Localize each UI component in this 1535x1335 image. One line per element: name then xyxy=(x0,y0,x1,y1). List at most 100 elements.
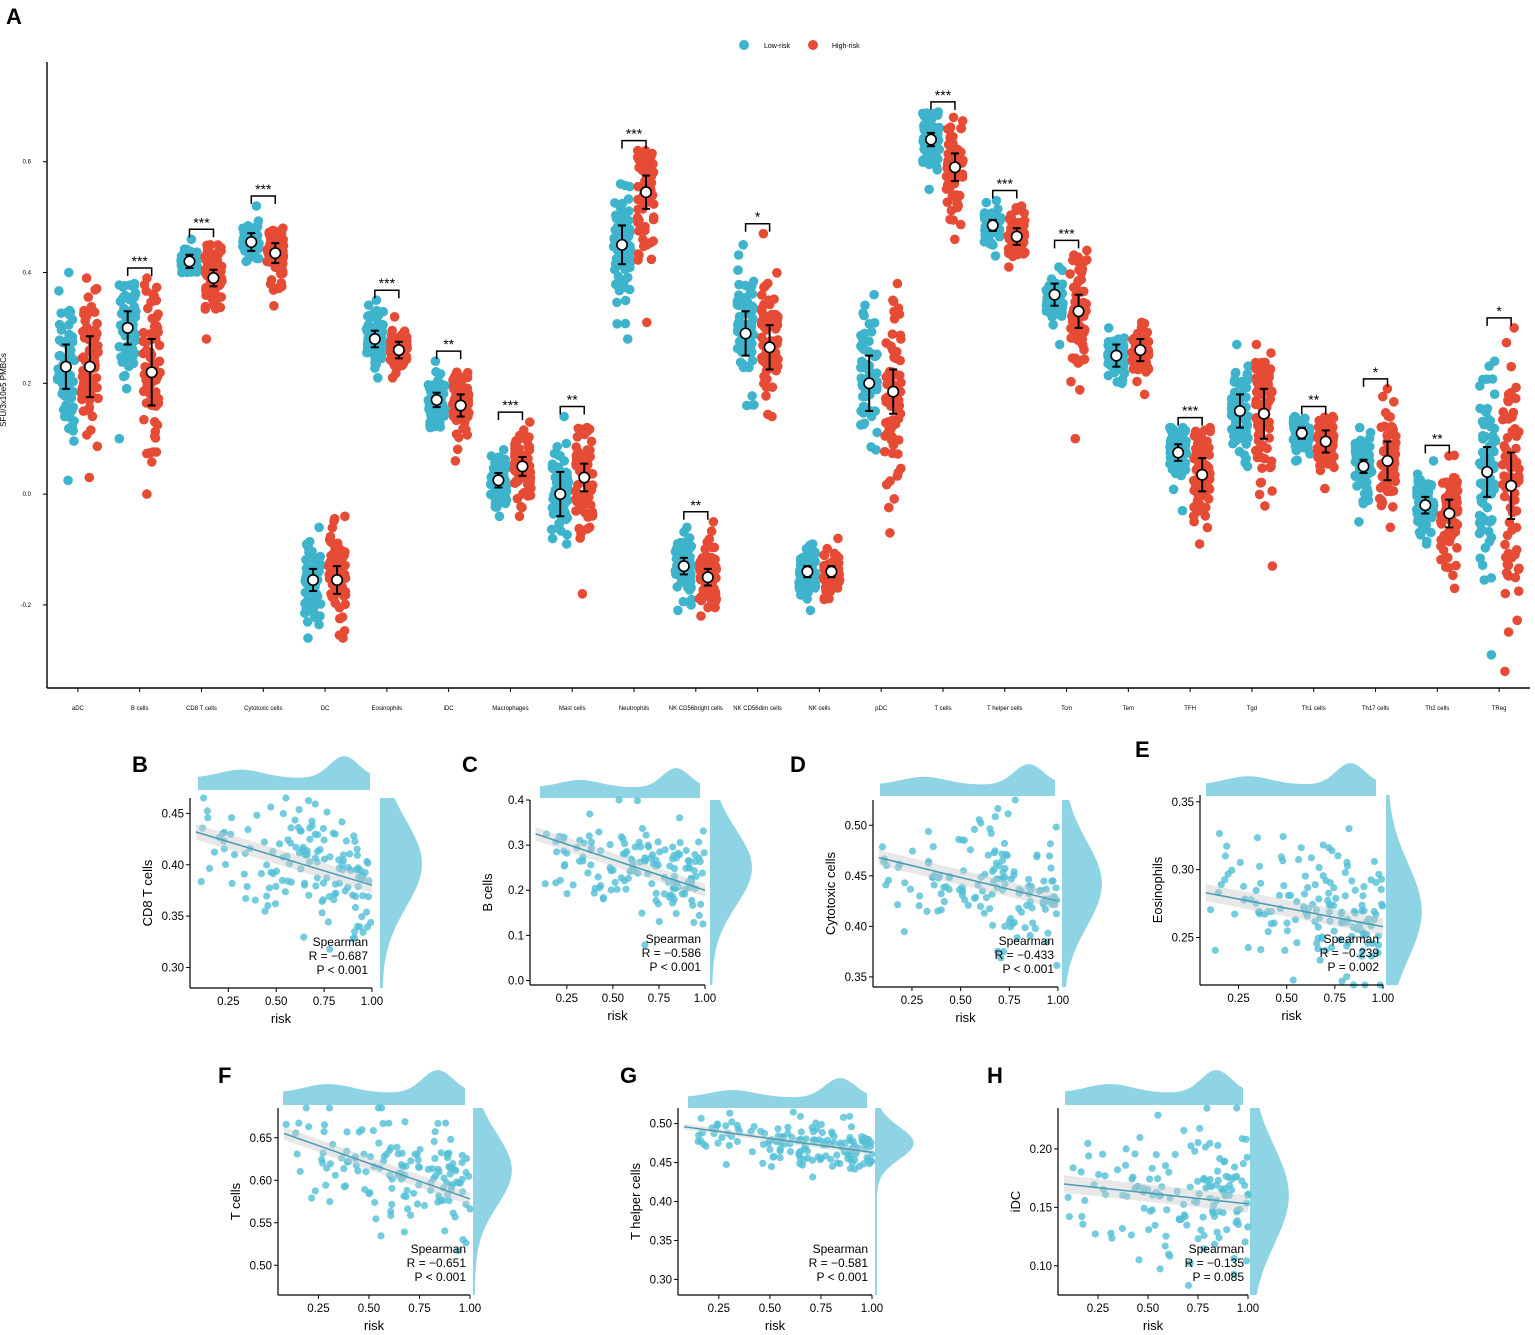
scatter-point xyxy=(748,1148,757,1156)
scatter-point xyxy=(371,1198,379,1207)
data-point-high-risk xyxy=(89,307,100,318)
data-point-high-risk xyxy=(525,417,535,427)
scatter-point xyxy=(1052,823,1060,831)
data-point-low-risk xyxy=(425,421,435,431)
data-point-low-risk xyxy=(1234,446,1245,457)
data-point-low-risk xyxy=(872,349,882,360)
data-point-low-risk xyxy=(748,276,759,287)
scatter-point xyxy=(1000,839,1009,848)
top-density xyxy=(1065,1070,1243,1105)
mean-marker xyxy=(763,341,776,354)
scatter-point xyxy=(282,794,290,802)
data-point-high-risk xyxy=(893,435,904,445)
y-tick-label: 0.2 xyxy=(23,381,32,387)
scatter-point xyxy=(428,1165,437,1173)
data-point-low-risk xyxy=(556,526,566,536)
side-density xyxy=(875,1108,914,1295)
data-point-high-risk xyxy=(1068,282,1079,293)
data-point-low-risk xyxy=(619,275,630,286)
data-point-high-risk xyxy=(1388,424,1398,435)
mean-marker xyxy=(1172,446,1185,459)
data-point-high-risk xyxy=(92,441,103,452)
scatter-point xyxy=(955,886,964,894)
data-point-high-risk xyxy=(772,268,782,278)
scatter-point xyxy=(828,1128,836,1136)
mean-marker xyxy=(1357,460,1370,473)
data-point-low-risk xyxy=(1058,298,1068,309)
scatter-point xyxy=(688,896,696,905)
scatter-point xyxy=(697,1137,705,1145)
scatter-point xyxy=(766,1146,774,1154)
scatter-point xyxy=(851,1165,859,1173)
scatter-point xyxy=(695,911,703,920)
significance-stars: *** xyxy=(1058,225,1075,241)
scatter-point xyxy=(401,1118,409,1126)
data-point-low-risk xyxy=(306,603,317,614)
scatter-point xyxy=(339,851,347,859)
scatter-point xyxy=(863,1154,871,1162)
scatter-point xyxy=(666,862,674,870)
scatter-point xyxy=(678,890,686,898)
data-point-high-risk xyxy=(154,356,165,367)
scatter-point xyxy=(1367,876,1375,884)
y-tick-label: 0.2 xyxy=(508,885,524,897)
data-point-low-risk xyxy=(127,281,138,292)
data-point-high-risk xyxy=(201,255,211,265)
data-point-high-risk xyxy=(1500,539,1510,550)
data-point-high-risk xyxy=(450,456,461,466)
data-point-low-risk xyxy=(1181,436,1191,446)
data-point-low-risk xyxy=(1475,478,1486,489)
data-point-high-risk xyxy=(1388,502,1398,512)
data-point-low-risk xyxy=(253,253,264,264)
data-point-high-risk xyxy=(462,430,473,440)
scatter-point xyxy=(367,918,375,927)
stats-r: R = −0.581 xyxy=(809,1256,869,1270)
panel-g: G0.25 0.50 0.75 1.000.300.350.400.450.50ris… xyxy=(620,1063,914,1333)
scatter-point xyxy=(197,878,205,886)
data-point-high-risk xyxy=(83,292,94,303)
scatter-point xyxy=(1267,920,1275,928)
scatter-point xyxy=(1183,1221,1191,1229)
scatter-point xyxy=(385,1146,394,1154)
scatter-point xyxy=(839,1113,848,1121)
data-point-high-risk xyxy=(633,249,643,259)
y-tick-label: 0.35 xyxy=(650,1235,672,1247)
data-point-high-risk xyxy=(887,329,898,340)
scatter-point xyxy=(441,1227,449,1235)
panel-d: D0.25 0.50 0.75 1.000.350.400.450.50riskCyt… xyxy=(790,752,1102,1025)
scatter-point xyxy=(923,907,931,916)
scatter-point xyxy=(816,1156,824,1164)
scatter-point xyxy=(267,803,275,811)
data-point-high-risk xyxy=(1378,391,1388,402)
scatter-point xyxy=(1001,922,1009,930)
scatter-point xyxy=(338,818,346,826)
significance-stars: ** xyxy=(1308,392,1319,408)
x-tick-label: 0.75 xyxy=(998,995,1020,1007)
data-point-low-risk xyxy=(560,497,571,508)
data-point-low-risk xyxy=(69,355,80,366)
scatter-point xyxy=(300,881,309,889)
data-point-high-risk xyxy=(1506,361,1516,372)
data-point-high-risk xyxy=(706,526,717,536)
scatter-point xyxy=(930,881,938,889)
data-point-high-risk xyxy=(945,214,955,225)
scatter-point xyxy=(699,920,707,928)
data-point-low-risk xyxy=(924,184,934,195)
stats-p: P < 0.001 xyxy=(317,963,369,977)
scatter-point xyxy=(443,1154,452,1162)
scatter-point xyxy=(372,1215,380,1223)
x-tick-label: 0.50 xyxy=(1275,993,1297,1005)
data-point-high-risk xyxy=(216,292,227,302)
data-point-high-risk xyxy=(1267,486,1277,496)
scatter-point xyxy=(1029,919,1037,927)
data-point-low-risk xyxy=(795,554,806,564)
x-tick-label: 0.50 xyxy=(602,993,624,1005)
data-point-high-risk xyxy=(1507,426,1518,437)
scatter-point xyxy=(884,876,893,884)
data-point-high-risk xyxy=(764,313,774,323)
scatter-point xyxy=(690,918,698,927)
scatter-point xyxy=(638,909,646,917)
data-point-high-risk xyxy=(1128,364,1139,374)
scatter-point xyxy=(972,893,980,901)
scatter-point xyxy=(940,898,948,906)
